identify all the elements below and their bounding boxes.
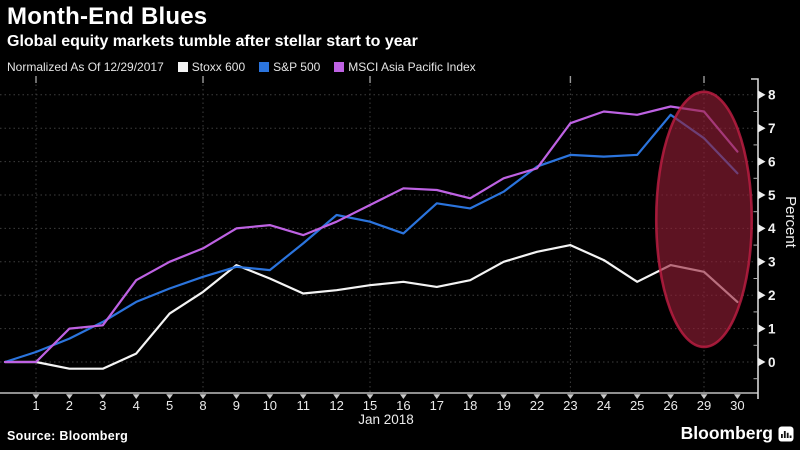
y-tick-label: 8 (768, 88, 776, 103)
x-tick-arrow (132, 394, 140, 399)
legend-label: MSCI Asia Pacific Index (348, 60, 476, 74)
x-tick-arrow (199, 394, 207, 399)
x-tick-label: 23 (563, 398, 577, 413)
y-tick-arrow (758, 190, 766, 200)
x-tick-arrow (299, 394, 307, 399)
y-axis-minor-ticks (753, 111, 758, 380)
x-tick-label: 11 (296, 398, 310, 413)
v-gridlines (35, 80, 705, 393)
y-tick-arrow (758, 290, 766, 300)
y-axis-line (751, 78, 759, 399)
chart-title: Month-End Blues (7, 3, 208, 30)
y-tick-label: 7 (768, 121, 776, 136)
x-tick-arrow (567, 394, 574, 399)
bloomberg-wordmark: Bloomberg (680, 423, 773, 443)
x-tick-label: 22 (530, 398, 544, 413)
x-tick-label: 4 (133, 398, 140, 413)
y-tick-label: 3 (768, 255, 776, 270)
x-tick-label: 2 (66, 398, 73, 413)
highlight-ellipse (654, 90, 754, 349)
x-tick-arrow (166, 394, 173, 399)
x-tick-arrow (32, 394, 40, 399)
bloomberg-terminal-bars-icon (778, 426, 794, 441)
x-tick-arrow (366, 394, 374, 399)
x-tick-label: 16 (396, 398, 410, 413)
h-gridlines (0, 94, 755, 363)
x-tick-arrow (700, 394, 708, 399)
y-tick-label: 4 (768, 221, 776, 236)
y-tick-arrow (758, 123, 766, 133)
x-tick-label: 5 (166, 398, 173, 413)
y-axis-title: Percent (782, 196, 799, 249)
x-tick-arrow (667, 394, 674, 399)
x-tick-arrow (66, 394, 73, 399)
x-tick-label: 25 (630, 398, 644, 413)
series-line-msci-asia-pacific-index (3, 105, 739, 364)
legend-item-sp-500: S&P 500 (259, 60, 320, 74)
x-tick-arrow (600, 394, 608, 399)
x-tick-arrow (500, 394, 507, 399)
chart-legend: Normalized As Of 12/29/2017 Stoxx 600 S&… (7, 60, 476, 74)
y-tick-label: 0 (768, 355, 776, 370)
y-tick-label: 6 (768, 154, 776, 169)
x-axis-caption: Jan 2018 (358, 412, 414, 427)
y-tick-label: 1 (768, 321, 776, 336)
y-axis-ticks: 0 1 2 3 4 5 6 7 8 (758, 88, 776, 370)
x-axis-ticks: 1 2 3 4 5 8 9 10 11 12 15 16 17 18 19 22 23 24 25 26 29 30 (32, 394, 745, 413)
x-tick-label: 26 (663, 398, 677, 413)
x-tick-arrow (266, 394, 274, 399)
x-tick-arrow (466, 394, 474, 399)
x-tick-label: 1 (32, 398, 39, 413)
legend-item-stoxx-600: Stoxx 600 (177, 60, 246, 74)
x-tick-arrow (533, 394, 541, 399)
x-tick-label: 18 (463, 398, 477, 413)
legend-label: S&P 500 (273, 60, 321, 74)
source-label: Source: Bloomberg (7, 429, 129, 443)
series-line-s-p-500 (3, 113, 739, 364)
x-tick-label: 3 (99, 398, 106, 413)
x-tick-arrow (633, 394, 641, 399)
x-tick-label: 17 (430, 398, 444, 413)
legend-label: Stoxx 600 (191, 60, 246, 74)
y-tick-arrow (758, 157, 766, 166)
series-line-stoxx-600 (3, 244, 739, 370)
x-tick-arrow (734, 394, 741, 399)
x-tick-arrow (99, 394, 107, 399)
legend-swatch-msci-icon (334, 62, 345, 72)
x-tick-arrow (433, 394, 441, 399)
bloomberg-logo: Bloomberg (681, 423, 794, 444)
x-tick-label: 15 (363, 398, 377, 413)
y-tick-arrow (758, 257, 766, 267)
plot-top-ticks (35, 76, 705, 83)
y-tick-arrow (758, 324, 766, 333)
y-tick-arrow (758, 90, 766, 100)
x-tick-label: 29 (697, 398, 711, 413)
x-tick-label: 12 (329, 398, 343, 413)
y-tick-arrow (758, 357, 766, 367)
x-tick-label: 24 (597, 398, 611, 413)
x-tick-label: 30 (730, 398, 744, 413)
legend-swatch-sp-500-icon (259, 62, 270, 72)
y-tick-label: 5 (768, 188, 776, 203)
chart-subtitle: Global equity markets tumble after stell… (7, 33, 418, 50)
x-tick-arrow (333, 394, 340, 399)
y-tick-label: 2 (768, 288, 776, 303)
x-tick-label: 9 (233, 398, 240, 413)
legend-item-msci-asia-pacific: MSCI Asia Pacific Index (334, 60, 476, 74)
y-tick-arrow (758, 224, 766, 233)
x-tick-arrow (233, 394, 240, 399)
legend-swatch-stoxx-600-icon (177, 62, 188, 72)
x-tick-arrow (400, 394, 407, 399)
x-tick-label: 19 (496, 398, 510, 413)
legend-note: Normalized As Of 12/29/2017 (7, 60, 164, 74)
x-tick-label: 8 (199, 398, 206, 413)
x-tick-label: 10 (263, 398, 277, 413)
